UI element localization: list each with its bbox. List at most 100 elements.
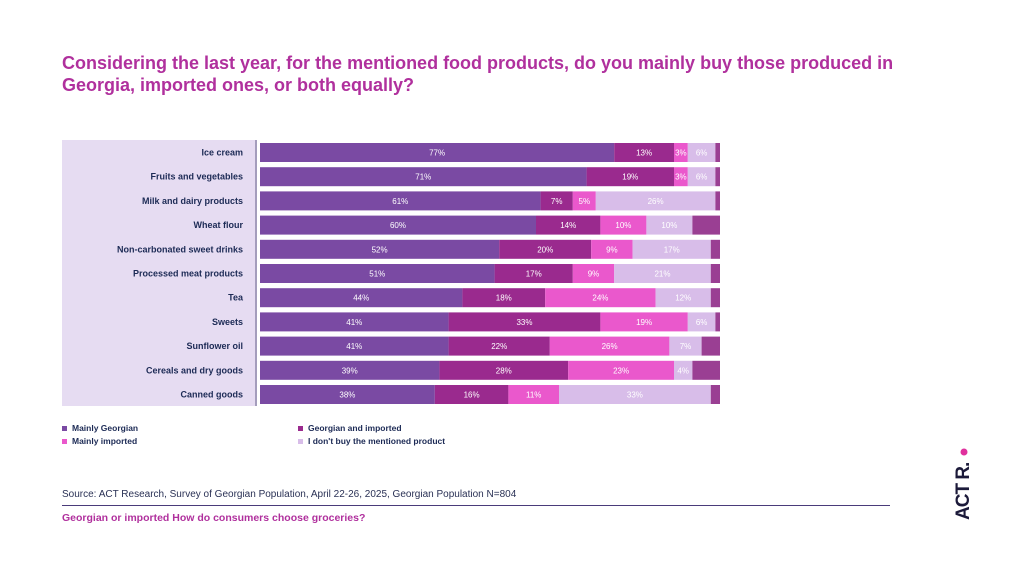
bar-cereals-and-dry-goods-mainly-imported [568,360,674,380]
stacked-bar-chart: Ice cream 77% 13% 3% 6% Fruits and vegetables… [117,140,720,406]
category-label-sunflower-oil: Sunflower oil [186,341,243,351]
legend-label-georgian-and-imported: Georgian and imported [308,423,402,433]
legend-item-dont-buy: I don't buy the mentioned product [298,436,445,446]
category-label-fruits-and-vegetables: Fruits and vegetables [150,172,243,182]
legend-swatch-mainly-georgian [62,426,67,432]
data-label-processed-meat-products-georgian-and-imported: 17% [526,270,542,279]
bar-non-carbonated-sweet-drinks-georgian-and-imported [499,239,592,259]
category-label-wheat-flour: Wheat flour [194,220,244,230]
bar-sweets-georgian-and-imported [448,312,601,332]
category-label-processed-meat-products: Processed meat products [133,269,243,279]
bar-ice-cream-mainly-imported [674,143,688,162]
bar-milk-and-dairy-products-georgian-and-imported [540,191,573,211]
category-label-cereals-and-dry-goods: Cereals and dry goods [146,365,243,375]
bar-sunflower-oil-georgian-and-imported [448,336,550,356]
data-label-wheat-flour-dont-buy: 10% [661,221,677,230]
data-label-tea-dont-buy: 12% [675,294,691,303]
data-label-sweets-dont-buy: 6% [696,318,708,327]
data-label-tea-mainly-imported: 24% [592,294,608,303]
bar-sunflower-oil-dont-buy [669,336,702,356]
bar-fruits-and-vegetables-georgian-and-imported [586,167,674,187]
bar-tea-mainly-georgian [260,288,463,308]
legend-item-georgian-and-imported: Georgian and imported [298,423,402,433]
data-label-cereals-and-dry-goods-dont-buy: 4% [677,366,689,375]
bar-wheat-flour-dont-buy [646,215,693,235]
bar-non-carbonated-sweet-drinks-remainder [710,239,720,259]
data-label-cereals-and-dry-goods-mainly-imported: 23% [613,366,629,375]
bar-processed-meat-products-mainly-georgian [260,264,495,283]
data-label-milk-and-dairy-products-mainly-georgian: 61% [392,197,408,206]
bar-non-carbonated-sweet-drinks-dont-buy [632,239,711,259]
data-label-sunflower-oil-dont-buy: 7% [680,342,692,351]
bar-sweets-mainly-imported [600,312,688,332]
category-label-sweets: Sweets [212,317,243,327]
bar-tea-dont-buy [655,288,711,308]
data-label-wheat-flour-georgian-and-imported: 14% [560,221,576,230]
bar-tea-georgian-and-imported [462,288,546,308]
bar-cereals-and-dry-goods-mainly-georgian [260,360,440,380]
bar-sweets-remainder [715,312,720,332]
data-label-tea-mainly-georgian: 44% [353,294,369,303]
data-label-processed-meat-products-mainly-georgian: 51% [369,270,385,279]
category-label-non-carbonated-sweet-drinks: Non-carbonated sweet drinks [117,244,243,254]
bar-processed-meat-products-remainder [710,264,720,283]
data-label-wheat-flour-mainly-imported: 10% [615,221,631,230]
data-label-cereals-and-dry-goods-mainly-georgian: 39% [342,366,358,375]
legend-swatch-dont-buy [298,439,303,445]
bar-fruits-and-vegetables-dont-buy [687,167,716,187]
data-label-fruits-and-vegetables-mainly-imported: 3% [675,173,687,182]
data-label-sweets-mainly-georgian: 41% [346,318,362,327]
bar-fruits-and-vegetables-remainder [715,167,720,187]
bar-fruits-and-vegetables-mainly-imported [674,167,688,187]
bar-ice-cream-georgian-and-imported [614,143,674,162]
bar-canned-goods-dont-buy [559,385,711,404]
data-label-ice-cream-dont-buy: 6% [696,149,708,158]
legend-item-mainly-georgian: Mainly Georgian [62,423,138,433]
data-label-ice-cream-georgian-and-imported: 13% [636,149,652,158]
bar-ice-cream-mainly-georgian [260,143,615,162]
bar-canned-goods-remainder [710,385,720,404]
legend-swatch-georgian-and-imported [298,426,303,432]
act-logo: ACT R. [954,448,974,520]
bar-tea-remainder [710,288,720,308]
bar-cereals-and-dry-goods-dont-buy [674,360,693,380]
bar-processed-meat-products-georgian-and-imported [494,264,573,283]
bar-cereals-and-dry-goods-georgian-and-imported [439,360,569,380]
logo-text: ACT R. [954,463,974,520]
data-label-sunflower-oil-georgian-and-imported: 22% [491,342,507,351]
bar-non-carbonated-sweet-drinks-mainly-imported [591,239,633,259]
data-label-sunflower-oil-mainly-imported: 26% [602,342,618,351]
category-label-milk-and-dairy-products: Milk and dairy products [142,196,243,206]
data-label-ice-cream-mainly-imported: 3% [675,149,687,158]
data-label-fruits-and-vegetables-georgian-and-imported: 19% [622,173,638,182]
bar-wheat-flour-remainder [692,215,720,235]
data-label-canned-goods-mainly-imported: 11% [526,391,541,400]
legend-swatch-mainly-imported [62,439,67,445]
data-label-processed-meat-products-mainly-imported: 9% [588,270,600,279]
category-label-ice-cream: Ice cream [201,148,243,158]
data-label-ice-cream-mainly-georgian: 77% [429,149,445,158]
category-label-canned-goods: Canned goods [181,390,244,400]
bar-cereals-and-dry-goods-remainder [692,360,720,380]
legend-label-dont-buy: I don't buy the mentioned product [308,436,446,446]
bar-ice-cream-dont-buy [687,143,716,162]
category-label-tea: Tea [228,293,244,303]
bar-sunflower-oil-mainly-georgian [260,336,449,356]
data-label-wheat-flour-mainly-georgian: 60% [390,221,406,230]
bar-milk-and-dairy-products-mainly-georgian [260,191,541,211]
data-label-milk-and-dairy-products-georgian-and-imported: 7% [551,197,563,206]
data-label-non-carbonated-sweet-drinks-mainly-imported: 9% [606,245,618,254]
bar-milk-and-dairy-products-dont-buy [595,191,716,211]
bar-canned-goods-georgian-and-imported [434,385,509,404]
bar-non-carbonated-sweet-drinks-mainly-georgian [260,239,500,259]
bar-fruits-and-vegetables-mainly-georgian [260,167,587,187]
category-label-panel [62,140,255,406]
footer-title: Georgian or imported How do consumers ch… [62,512,366,524]
data-label-sweets-mainly-imported: 19% [636,318,652,327]
bar-ice-cream-remainder [715,143,720,162]
data-label-non-carbonated-sweet-drinks-dont-buy: 17% [664,245,680,254]
divider [62,505,890,506]
data-label-non-carbonated-sweet-drinks-georgian-and-imported: 20% [537,245,553,254]
bar-sunflower-oil-remainder [701,336,720,356]
bar-sweets-dont-buy [687,312,716,332]
